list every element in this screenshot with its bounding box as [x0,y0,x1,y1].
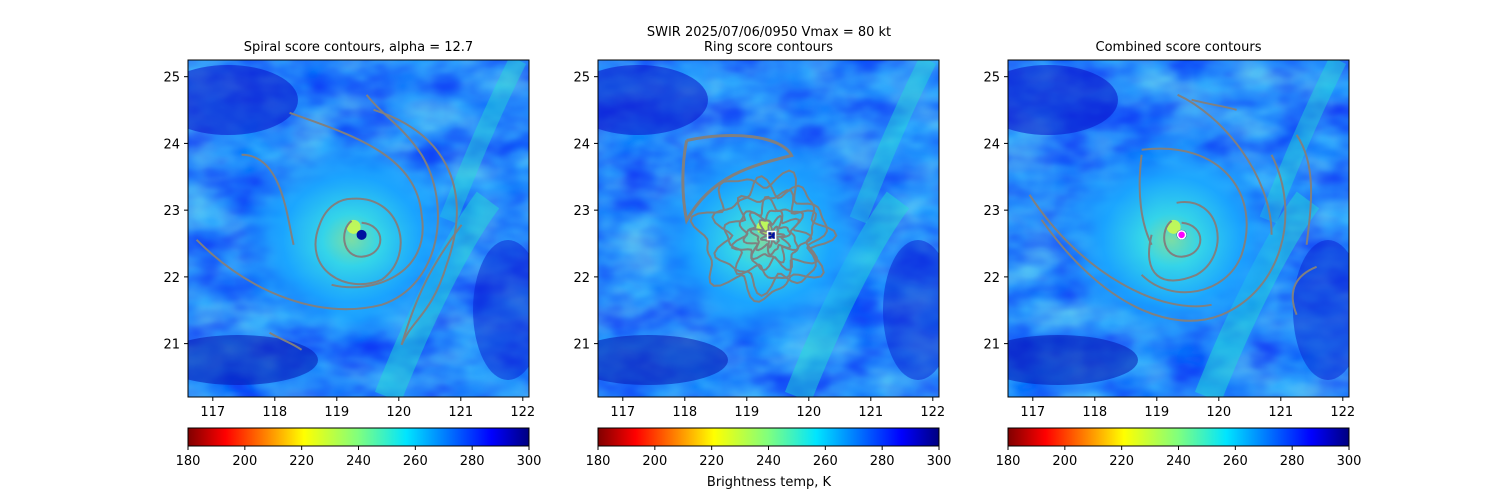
colorbar-tick-label: 180 [996,454,1021,469]
y-tick-label: 24 [983,137,1000,152]
x-tick-label: 121 [1268,405,1293,420]
colorbar-tick-label: 280 [870,454,895,469]
colorbar-tick-label: 220 [1109,454,1134,469]
colorbar-tick-label: 300 [1337,454,1362,469]
panel-3: Combined score contours 117 118 119 120 121 12… [983,40,1362,469]
colorbar [1007,427,1350,447]
x-tick-label: 122 [510,405,535,420]
panel-title: Ring score contours [704,40,833,55]
x-tick-label: 121 [858,405,883,420]
panel-title: Spiral score contours, alpha = 12.7 [244,40,473,55]
x-tick-label: 117 [200,405,225,420]
y-tick-label: 25 [573,71,590,86]
x-tick-label: 122 [1330,405,1355,420]
colorbar-tick-label: 300 [517,454,542,469]
y-tick-label: 22 [163,271,180,286]
y-tick-label: 22 [983,271,1000,286]
x-tick-label: 118 [262,405,287,420]
colorbar-tick-label: 200 [642,454,667,469]
x-tick-label: 119 [324,405,349,420]
plot-frame [597,59,940,398]
score-contours [1028,93,1317,322]
x-tick-label: 118 [672,405,697,420]
colorbar [187,427,530,447]
x-tick-label: 119 [734,405,759,420]
colorbar-tick-label: 280 [460,454,485,469]
plot-frame [1007,59,1350,398]
brightness-image [598,60,939,397]
colorbar-tick-label: 180 [176,454,201,469]
x-tick-label: 118 [1082,405,1107,420]
y-tick-label: 23 [983,204,1000,219]
colorbar-tick-label: 280 [1280,454,1305,469]
score-contours [681,134,838,303]
colorbar-tick-label: 240 [1166,454,1191,469]
x-tick-label: 120 [386,405,411,420]
colorbar-tick-label: 300 [927,454,952,469]
y-tick-label: 24 [163,137,180,152]
x-tick-label: 117 [1020,405,1045,420]
x-tick-label: 122 [920,405,945,420]
colorbar-tick-label: 220 [289,454,314,469]
colorbar-tick-label: 260 [1223,454,1248,469]
x-tick-label: 119 [1144,405,1169,420]
x-tick-label: 120 [796,405,821,420]
figure-suptitle: SWIR 2025/07/06/0950 Vmax = 80 kt [647,25,891,40]
y-tick-label: 24 [573,137,590,152]
brightness-image [188,60,529,397]
colorbar-tick-label: 220 [699,454,724,469]
score-contours [195,94,463,351]
plot-frame [187,59,530,398]
y-tick-label: 21 [573,338,590,353]
y-tick-label: 23 [573,204,590,219]
colorbar-tick-label: 260 [403,454,428,469]
y-tick-label: 21 [163,338,180,353]
panel-2: Ring score contours 117 118 119 120 121 122 21 2… [573,40,952,469]
brightness-image [1008,60,1349,397]
colorbar-tick-label: 240 [756,454,781,469]
panel-title: Combined score contours [1096,40,1262,55]
colorbar-tick-label: 240 [346,454,371,469]
colorbar-tick-label: 260 [813,454,838,469]
x-tick-label: 121 [448,405,473,420]
x-tick-label: 117 [610,405,635,420]
y-tick-label: 22 [573,271,590,286]
colorbar-tick-label: 180 [586,454,611,469]
y-tick-label: 25 [163,71,180,86]
x-tick-label: 120 [1206,405,1231,420]
colorbar-label: Brightness temp, K [707,475,832,490]
y-tick-label: 21 [983,338,1000,353]
colorbar [597,427,940,447]
y-tick-label: 23 [163,204,180,219]
colorbar-tick-label: 200 [1052,454,1077,469]
colorbar-tick-label: 200 [232,454,257,469]
y-tick-label: 25 [983,71,1000,86]
panel-1: Spiral score contours, alpha = 12.7 117 11… [163,40,542,469]
